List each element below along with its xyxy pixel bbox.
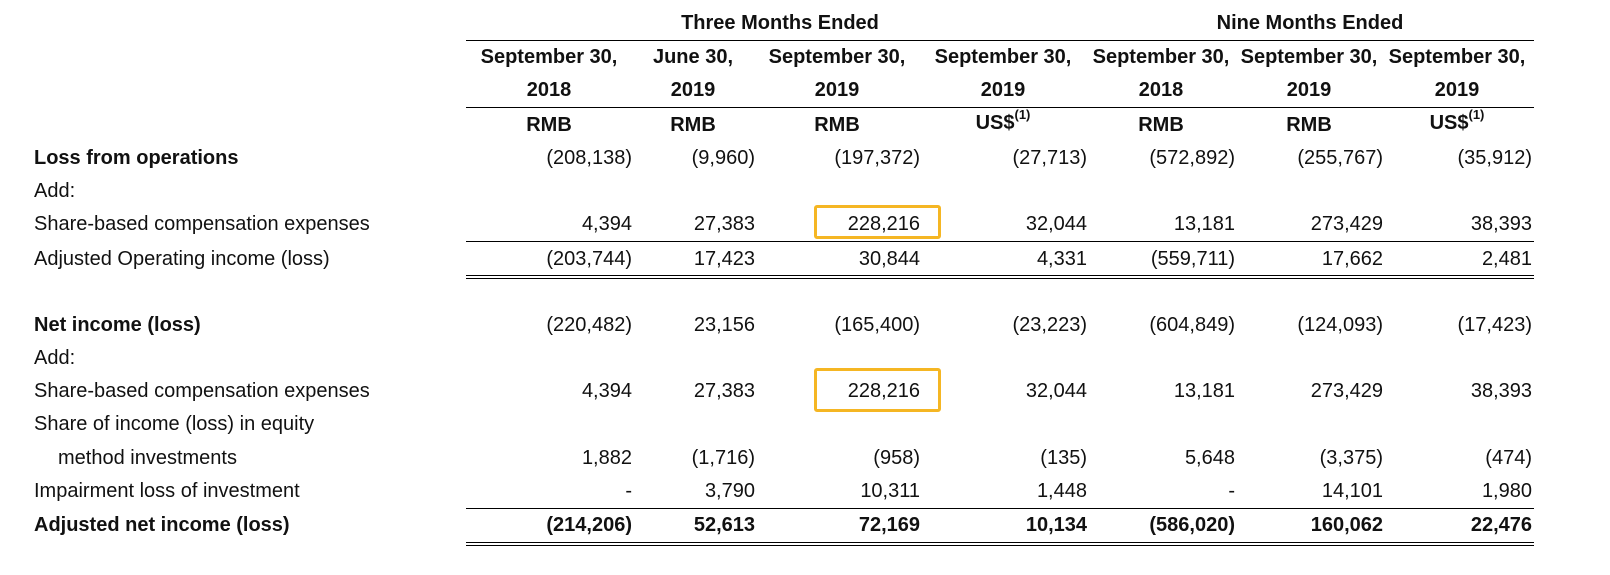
col-date: September 30, <box>1092 46 1230 68</box>
col-currency: RMB <box>1286 114 1332 136</box>
row-label-adjusted-net-income: Adjusted net income (loss) <box>34 514 290 536</box>
table-cell: 30,844 <box>858 248 920 270</box>
table-cell: 160,062 <box>1310 514 1383 536</box>
col-year: 2019 <box>1434 79 1480 101</box>
group-header-rule <box>466 40 1534 41</box>
table-cell: 52,613 <box>693 514 755 536</box>
col-year: 2019 <box>814 79 860 101</box>
col-date: June 30, <box>652 46 734 68</box>
table-cell: 273,429 <box>1310 213 1383 235</box>
table-cell: (604,849) <box>1149 314 1235 336</box>
highlight-box <box>814 205 941 239</box>
table-cell: 228,216 <box>847 213 920 235</box>
table-cell: 27,383 <box>693 380 755 402</box>
table-cell: 10,134 <box>1025 514 1087 536</box>
table-cell: (255,767) <box>1297 147 1383 169</box>
table-cell: (124,093) <box>1297 314 1383 336</box>
table-cell: (203,744) <box>546 248 632 270</box>
table-cell: 4,331 <box>1036 248 1087 270</box>
col-currency: US$(1) <box>975 107 1031 134</box>
table-cell: (958) <box>873 447 920 469</box>
col-year: 2019 <box>980 79 1026 101</box>
table-cell: (23,223) <box>1012 314 1088 336</box>
col-year: 2018 <box>1138 79 1184 101</box>
column-header-rule <box>466 107 1534 108</box>
col-currency: RMB <box>670 114 716 136</box>
row-label-loss-from-operations: Loss from operations <box>34 147 239 169</box>
row-label-net-income: Net income (loss) <box>34 314 201 336</box>
row-label-equity-income: Share of income (loss) in equity <box>34 413 315 435</box>
table-cell: 4,394 <box>581 213 632 235</box>
table-cell: (214,206) <box>546 514 632 536</box>
table-cell: 5,648 <box>1184 447 1235 469</box>
table-cell: (572,892) <box>1149 147 1235 169</box>
table-cell: 23,156 <box>693 314 755 336</box>
col-currency: RMB <box>1138 114 1184 136</box>
table-cell: (35,912) <box>1457 147 1533 169</box>
table-cell: 17,662 <box>1321 248 1383 270</box>
row-label-share-based-comp: Share-based compensation expenses <box>34 213 370 235</box>
row-label-adjusted-operating: Adjusted Operating income (loss) <box>34 248 330 270</box>
col-currency: RMB <box>526 114 572 136</box>
highlight-box <box>814 368 941 412</box>
group-header-nine-months: Nine Months Ended <box>1216 12 1404 34</box>
table-cell: 32,044 <box>1025 380 1087 402</box>
row-label-add: Add: <box>34 180 76 202</box>
col-date: September 30, <box>1388 46 1526 68</box>
table-cell: 2,481 <box>1481 248 1532 270</box>
group-header-three-months: Three Months Ended <box>681 12 879 34</box>
col-currency: RMB <box>814 114 860 136</box>
table-cell: 38,393 <box>1470 213 1532 235</box>
table-cell: (165,400) <box>834 314 920 336</box>
table-cell: 38,393 <box>1470 380 1532 402</box>
subtotal-rule <box>466 508 1534 509</box>
table-cell: (1,716) <box>691 447 755 469</box>
table-cell: 10,311 <box>860 480 920 502</box>
table-cell: (586,020) <box>1149 514 1235 536</box>
subtotal-rule <box>466 241 1534 242</box>
table-cell: (9,960) <box>691 147 755 169</box>
col-currency: US$(1) <box>1429 107 1485 134</box>
table-cell: 1,980 <box>1481 480 1532 502</box>
col-year: 2019 <box>1286 79 1332 101</box>
col-date: September 30, <box>768 46 906 68</box>
col-year: 2018 <box>526 79 572 101</box>
total-double-rule <box>466 275 1534 279</box>
table-cell: 32,044 <box>1025 213 1087 235</box>
col-year: 2019 <box>670 79 716 101</box>
table-cell: - <box>1228 480 1235 502</box>
table-cell: (3,375) <box>1319 447 1383 469</box>
table-cell: 22,476 <box>1470 514 1532 536</box>
total-double-rule <box>466 542 1534 546</box>
col-date: September 30, <box>934 46 1072 68</box>
row-label-add: Add: <box>34 347 76 369</box>
table-cell: (559,711) <box>1150 248 1235 270</box>
table-cell: (220,482) <box>546 314 632 336</box>
col-date: September 30, <box>1240 46 1378 68</box>
table-cell: 72,169 <box>858 514 920 536</box>
table-cell: 273,429 <box>1310 380 1383 402</box>
table-cell: 1,882 <box>581 447 632 469</box>
table-cell: 27,383 <box>693 213 755 235</box>
row-label-share-based-comp: Share-based compensation expenses <box>34 380 370 402</box>
table-cell: 14,101 <box>1321 480 1383 502</box>
table-cell: 4,394 <box>581 380 632 402</box>
row-label-method-investments: method investments <box>58 447 237 469</box>
table-cell: 13,181 <box>1173 380 1235 402</box>
table-cell: (27,713) <box>1012 147 1088 169</box>
row-label-impairment: Impairment loss of investment <box>34 480 300 502</box>
table-cell: 3,790 <box>704 480 755 502</box>
table-cell: - <box>625 480 632 502</box>
table-cell: 13,181 <box>1173 213 1235 235</box>
table-cell: (474) <box>1485 447 1532 469</box>
table-cell: (197,372) <box>834 147 920 169</box>
table-cell: 228,216 <box>847 380 920 402</box>
table-cell: 1,448 <box>1036 480 1087 502</box>
table-cell: (17,423) <box>1457 314 1533 336</box>
table-cell: 17,423 <box>693 248 755 270</box>
col-date: September 30, <box>480 46 618 68</box>
table-cell: (208,138) <box>546 147 632 169</box>
table-cell: (135) <box>1040 447 1087 469</box>
